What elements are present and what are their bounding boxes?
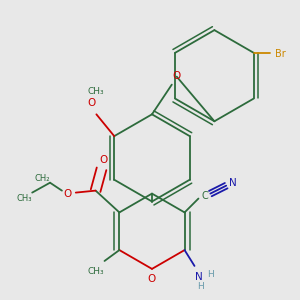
Text: CH₂: CH₂ <box>34 174 50 183</box>
Text: CH₃: CH₃ <box>16 194 32 203</box>
Text: H: H <box>207 270 214 279</box>
Text: C: C <box>201 190 208 201</box>
Text: CH₃: CH₃ <box>87 267 104 276</box>
Text: O: O <box>64 189 72 199</box>
Text: O: O <box>172 71 181 81</box>
Text: O: O <box>87 98 96 108</box>
Text: O: O <box>148 274 156 284</box>
Text: O: O <box>99 155 108 165</box>
Text: H: H <box>197 282 204 291</box>
Text: N: N <box>195 272 202 282</box>
Text: N: N <box>229 178 237 188</box>
Text: Br: Br <box>275 49 286 59</box>
Text: CH₃: CH₃ <box>87 87 104 96</box>
